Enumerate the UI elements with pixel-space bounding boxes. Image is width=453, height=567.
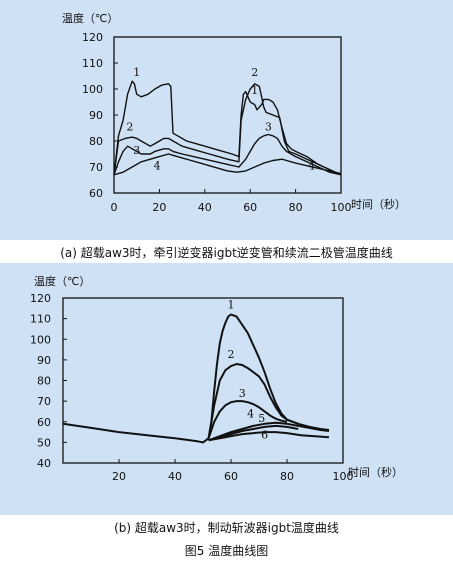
chart-b-y-tick-label: 50 <box>37 436 51 449</box>
chart-b-y-tick-label: 70 <box>37 395 51 408</box>
chart-a-x-tick-label: 40 <box>198 201 212 214</box>
chart-b-y-tick-label: 110 <box>30 313 51 326</box>
chart-b-series-4-label: 4 <box>247 408 254 421</box>
chart-a-y-axis-label: 温度（℃） <box>62 11 118 25</box>
chart-a-series-4-label: 4 <box>154 160 161 173</box>
chart-a-series-4-line <box>113 153 342 176</box>
chart-b-panel: 温度（℃） 时间（秒） 40 50 60 70 80 90 100 110 120 20 40 60 80 1… <box>0 263 453 515</box>
chart-b-caption: (b) 超载aw3时，制动斩波器igbt温度曲线 <box>114 521 339 535</box>
chart-a-series-4-label: 4 <box>308 160 315 173</box>
chart-b-y-tick-label: 100 <box>30 333 51 346</box>
chart-b-y-tick-label: 120 <box>30 292 51 305</box>
chart-a-y-tick-label: 120 <box>82 31 103 44</box>
chart-a-y-tick-label: 60 <box>89 187 103 200</box>
chart-b-y-tick-label: 90 <box>37 354 51 367</box>
chart-a-x-axis-label: 时间（秒） <box>351 197 406 211</box>
chart-a-series-1-label: 1 <box>133 66 140 79</box>
figure-title: 图5 温度曲线图 <box>184 544 269 558</box>
chart-a-series-3-label: 3 <box>133 144 140 157</box>
chart-b-y-tick-label: 80 <box>37 375 51 388</box>
chart-b-x-tick-label: 60 <box>224 470 238 483</box>
chart-b-series-4-line <box>208 421 330 442</box>
chart-b-series-1-label: 1 <box>228 298 235 311</box>
chart-b-x-tick-label: 20 <box>112 470 126 483</box>
chart-b-svg: 温度（℃） 时间（秒） 40 50 60 70 80 90 100 110 120 20 40 60 80 1… <box>30 274 403 483</box>
chart-a-x-tick-label: 0 <box>111 201 118 214</box>
chart-a-x-tick-label: 20 <box>152 201 166 214</box>
chart-a-x-tick-label: 100 <box>331 201 352 214</box>
chart-a-x-tick-label: 80 <box>289 201 303 214</box>
chart-a-y-tick-label: 90 <box>89 109 103 122</box>
chart-a-y-tick-label: 110 <box>82 57 103 70</box>
chart-b-series-6-line <box>208 431 330 442</box>
chart-a-series-1-label: 1 <box>251 84 258 97</box>
chart-b-series-5-label: 5 <box>258 412 265 425</box>
chart-b-y-tick-label: 40 <box>37 457 51 470</box>
chart-a-series-2-label: 2 <box>126 121 133 134</box>
chart-b-y-axis-label: 温度（℃） <box>34 274 90 288</box>
chart-a-panel: 温度（℃） 时间（秒） 60 70 80 90 100 110 120 0 20 40 60 80 100 1… <box>0 0 453 240</box>
chart-b-plot-frame <box>62 297 344 464</box>
chart-b-y-tick-label: 60 <box>37 416 51 429</box>
chart-a-series-2-line <box>113 83 342 176</box>
chart-a-series-2-label: 2 <box>251 66 258 79</box>
chart-a-series-1-line <box>113 80 342 176</box>
chart-a-series-3-line <box>113 133 342 176</box>
chart-b-series-3-line <box>207 400 288 439</box>
chart-a-x-tick-label: 60 <box>243 201 257 214</box>
chart-b-series-6-label: 6 <box>261 428 268 441</box>
chart-b-series-2-line <box>207 363 299 439</box>
chart-a-y-tick-label: 70 <box>89 161 103 174</box>
chart-b-series-5-line <box>208 424 299 442</box>
chart-b-series-2-label: 2 <box>228 348 235 361</box>
chart-a-caption: (a) 超载aw3时，牵引逆变器igbt逆变管和续流二极管温度曲线 <box>60 246 393 260</box>
chart-b-series-3-label: 3 <box>239 387 246 400</box>
chart-b-x-tick-label: 80 <box>280 470 294 483</box>
chart-a-y-tick-label: 100 <box>82 83 103 96</box>
chart-a-series-3-label: 3 <box>265 121 272 134</box>
chart-b-x-axis-label: 时间（秒） <box>348 465 403 479</box>
chart-a-plot-frame <box>113 36 342 194</box>
chart-a-y-tick-label: 80 <box>89 135 103 148</box>
chart-b-series-1-line <box>62 313 330 444</box>
chart-a-svg: 温度（℃） 时间（秒） 60 70 80 90 100 110 120 0 20 40 60 80 100 1… <box>62 11 406 214</box>
chart-b-x-tick-label: 40 <box>168 470 182 483</box>
chart-b-x-tick-label: 100 <box>333 470 354 483</box>
